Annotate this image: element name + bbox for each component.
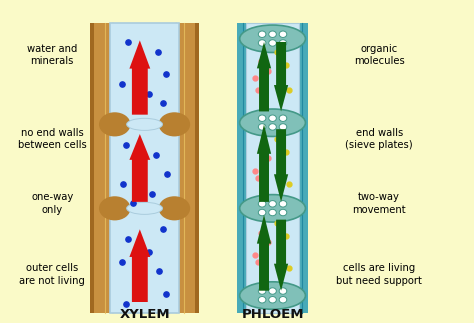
Ellipse shape [127, 118, 163, 130]
Ellipse shape [269, 124, 276, 130]
Text: cells are living
but need support: cells are living but need support [336, 263, 422, 286]
Ellipse shape [127, 202, 163, 214]
Text: no end walls
between cells: no end walls between cells [18, 128, 87, 150]
Ellipse shape [240, 282, 305, 309]
Polygon shape [274, 129, 288, 202]
Text: end walls
(sieve plates): end walls (sieve plates) [346, 128, 413, 150]
Ellipse shape [240, 25, 305, 52]
Text: water and
minerals: water and minerals [27, 44, 77, 66]
Ellipse shape [258, 297, 266, 303]
Ellipse shape [258, 115, 266, 121]
Ellipse shape [159, 196, 190, 220]
Text: PHLOEM: PHLOEM [241, 308, 304, 321]
Bar [90, 23, 199, 313]
Text: outer cells
are not living: outer cells are not living [19, 263, 85, 286]
Ellipse shape [269, 115, 276, 121]
Ellipse shape [279, 209, 287, 216]
Bar [237, 23, 308, 313]
Ellipse shape [258, 40, 266, 46]
Ellipse shape [258, 201, 266, 207]
Polygon shape [274, 42, 288, 111]
Ellipse shape [279, 297, 287, 303]
Bar [94, 23, 195, 313]
Ellipse shape [159, 112, 190, 136]
Ellipse shape [269, 201, 276, 207]
Ellipse shape [99, 112, 130, 136]
Ellipse shape [240, 194, 305, 222]
Ellipse shape [99, 196, 130, 220]
Polygon shape [257, 124, 271, 202]
Bar [110, 23, 179, 313]
Ellipse shape [269, 40, 276, 46]
Ellipse shape [269, 31, 276, 37]
Ellipse shape [258, 209, 266, 216]
Text: XYLEM: XYLEM [119, 308, 170, 321]
Polygon shape [129, 229, 150, 302]
Ellipse shape [279, 201, 287, 207]
Ellipse shape [269, 288, 276, 294]
Ellipse shape [258, 31, 266, 37]
Ellipse shape [279, 31, 287, 37]
Ellipse shape [279, 124, 287, 130]
Ellipse shape [258, 288, 266, 294]
Polygon shape [257, 215, 271, 291]
Ellipse shape [258, 124, 266, 130]
Ellipse shape [279, 288, 287, 294]
Ellipse shape [269, 297, 276, 303]
Polygon shape [129, 40, 150, 115]
Text: organic
molecules: organic molecules [354, 44, 405, 66]
Polygon shape [257, 42, 271, 111]
Bar [246, 23, 299, 313]
Ellipse shape [240, 109, 305, 136]
Polygon shape [129, 134, 150, 202]
Polygon shape [274, 220, 288, 291]
Ellipse shape [279, 40, 287, 46]
Ellipse shape [269, 209, 276, 216]
Ellipse shape [279, 115, 287, 121]
Text: one-way
only: one-way only [31, 192, 73, 215]
Text: two-way
movement: two-way movement [352, 192, 406, 215]
